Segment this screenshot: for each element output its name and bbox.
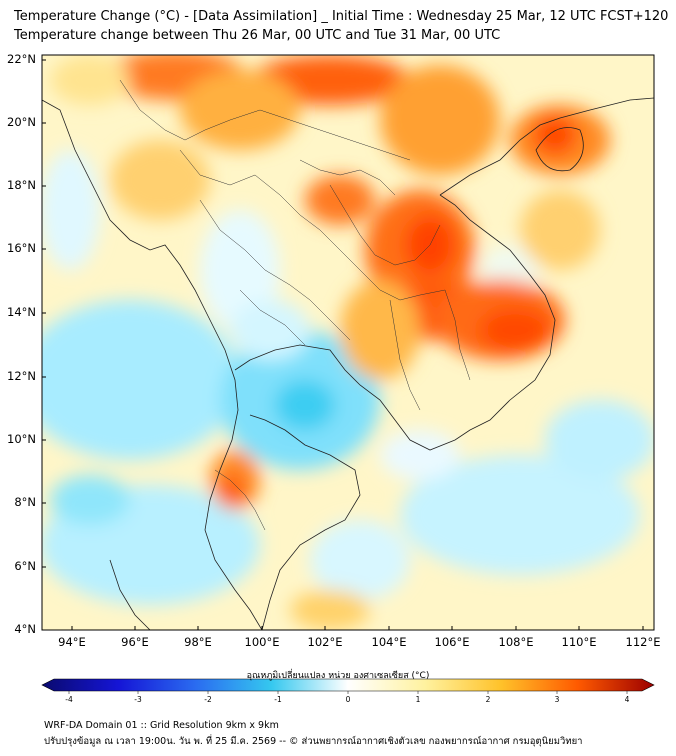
- footer-credit: ปรับปรุงข้อมูล ณ เวลา 19:00น. วัน พ. ที่…: [44, 736, 583, 747]
- lat-label: 16°N: [7, 241, 36, 255]
- lon-label: 100°E: [244, 635, 280, 649]
- colorbar-ticks: [68, 691, 628, 694]
- lat-label: 18°N: [7, 178, 36, 192]
- colorbar-tick-label: -4: [65, 695, 73, 704]
- coastlines: [42, 97, 654, 630]
- province-borders: [119, 79, 471, 531]
- lat-label: 8°N: [14, 495, 36, 509]
- map-title: Temperature Change (°C) - [Data Assimila…: [14, 9, 669, 24]
- lon-label: 112°E: [625, 635, 661, 649]
- lon-label: 106°E: [434, 635, 470, 649]
- lat-label: 14°N: [7, 305, 36, 319]
- lat-label: 6°N: [14, 559, 36, 573]
- lon-label: 110°E: [561, 635, 597, 649]
- lat-label: 10°N: [7, 432, 36, 446]
- lon-label: 96°E: [121, 635, 149, 649]
- lon-label: 94°E: [58, 635, 86, 649]
- colorbar-tick-label: 4: [624, 695, 630, 704]
- lon-label: 108°E: [498, 635, 534, 649]
- map-frame: [41, 54, 655, 631]
- colorbar-tick-label: -2: [204, 695, 212, 704]
- temperature-field: [42, 55, 654, 630]
- axis-ticks: [42, 59, 644, 630]
- lon-label: 104°E: [371, 635, 407, 649]
- colorbar-tick-label: 3: [554, 695, 560, 704]
- footer-model-info: WRF-DA Domain 01 :: Grid Resolution 9km …: [44, 720, 279, 731]
- colorbar: [41, 678, 655, 692]
- map-subtitle: Temperature change between Thu 26 Mar, 0…: [14, 28, 501, 43]
- colorbar-tick-label: 1: [415, 695, 421, 704]
- colorbar-tick-label: 2: [485, 695, 491, 704]
- colorbar-tick-label: -1: [274, 695, 282, 704]
- colorbar-label: อุณหภูมิเปลี่ยนแปลง หน่วย องศาเซลเซียส (…: [246, 671, 430, 681]
- lat-label: 20°N: [7, 115, 36, 129]
- lat-label: 22°N: [7, 52, 36, 66]
- lat-label: 12°N: [7, 369, 36, 383]
- lon-label: 98°E: [184, 635, 212, 649]
- lat-label: 4°N: [14, 622, 36, 636]
- lon-label: 102°E: [307, 635, 343, 649]
- colorbar-tick-label: -3: [134, 695, 142, 704]
- colorbar-tick-label: 0: [345, 695, 351, 704]
- field-blobs: [42, 55, 654, 630]
